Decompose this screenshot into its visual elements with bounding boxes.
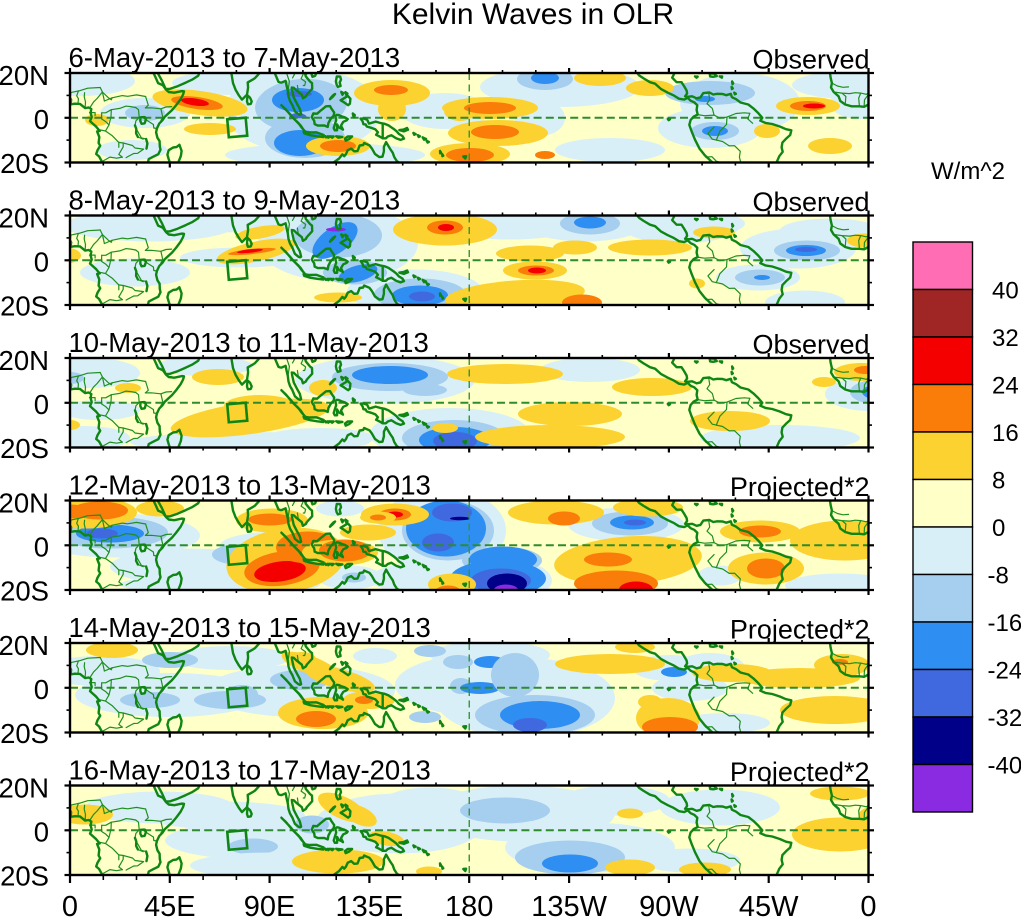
svg-text:Kelvin Waves in OLR: Kelvin Waves in OLR [392, 0, 674, 31]
svg-text:0: 0 [34, 247, 49, 278]
svg-text:14-May-2013 to 15-May-2013: 14-May-2013 to 15-May-2013 [69, 612, 431, 643]
svg-text:Projected*2: Projected*2 [730, 757, 870, 787]
svg-text:20S: 20S [0, 576, 49, 607]
svg-text:90W: 90W [639, 891, 699, 920]
svg-text:32: 32 [992, 325, 1019, 352]
svg-text:135W: 135W [531, 891, 607, 920]
svg-text:20N: 20N [0, 488, 49, 519]
svg-text:16-May-2013 to 17-May-2013: 16-May-2013 to 17-May-2013 [69, 755, 431, 786]
svg-text:Observed: Observed [752, 187, 869, 217]
svg-text:-16: -16 [988, 610, 1021, 637]
svg-text:Observed: Observed [752, 330, 869, 360]
svg-text:-40: -40 [988, 753, 1021, 780]
svg-text:40: 40 [992, 278, 1019, 305]
svg-text:20N: 20N [0, 345, 49, 376]
svg-text:12-May-2013 to 13-May-2013: 12-May-2013 to 13-May-2013 [69, 470, 431, 501]
svg-text:0: 0 [34, 104, 49, 135]
svg-text:-24: -24 [988, 658, 1021, 685]
svg-text:-8: -8 [988, 563, 1009, 590]
svg-text:0: 0 [992, 515, 1005, 542]
svg-text:10-May-2013 to 11-May-2013: 10-May-2013 to 11-May-2013 [69, 327, 429, 358]
svg-text:20S: 20S [0, 861, 49, 892]
svg-text:8-May-2013 to 9-May-2013: 8-May-2013 to 9-May-2013 [69, 185, 401, 216]
svg-text:20N: 20N [0, 203, 49, 234]
svg-text:135E: 135E [336, 891, 404, 920]
svg-text:20S: 20S [0, 148, 49, 179]
svg-text:20N: 20N [0, 773, 49, 804]
svg-text:16: 16 [992, 420, 1019, 447]
svg-text:0: 0 [34, 389, 49, 420]
svg-text:20S: 20S [0, 291, 49, 322]
svg-text:Projected*2: Projected*2 [730, 472, 870, 502]
svg-text:W/m^2: W/m^2 [931, 158, 1005, 185]
svg-text:8: 8 [992, 468, 1005, 495]
svg-text:0: 0 [34, 674, 49, 705]
svg-text:180: 180 [445, 891, 493, 920]
svg-text:45E: 45E [144, 891, 196, 920]
svg-text:0: 0 [62, 891, 78, 920]
svg-text:0: 0 [34, 817, 49, 848]
svg-text:6-May-2013 to 7-May-2013: 6-May-2013 to 7-May-2013 [69, 42, 401, 73]
svg-text:90E: 90E [244, 891, 296, 920]
svg-text:24: 24 [992, 373, 1019, 400]
svg-text:Projected*2: Projected*2 [730, 615, 870, 645]
svg-text:0: 0 [860, 891, 876, 920]
svg-text:-32: -32 [988, 705, 1021, 732]
svg-text:20S: 20S [0, 718, 49, 749]
svg-text:0: 0 [34, 532, 49, 563]
svg-text:45W: 45W [739, 891, 799, 920]
svg-text:20N: 20N [0, 60, 49, 91]
svg-text:Observed: Observed [752, 45, 869, 75]
svg-text:20S: 20S [0, 433, 49, 464]
svg-text:20N: 20N [0, 630, 49, 661]
